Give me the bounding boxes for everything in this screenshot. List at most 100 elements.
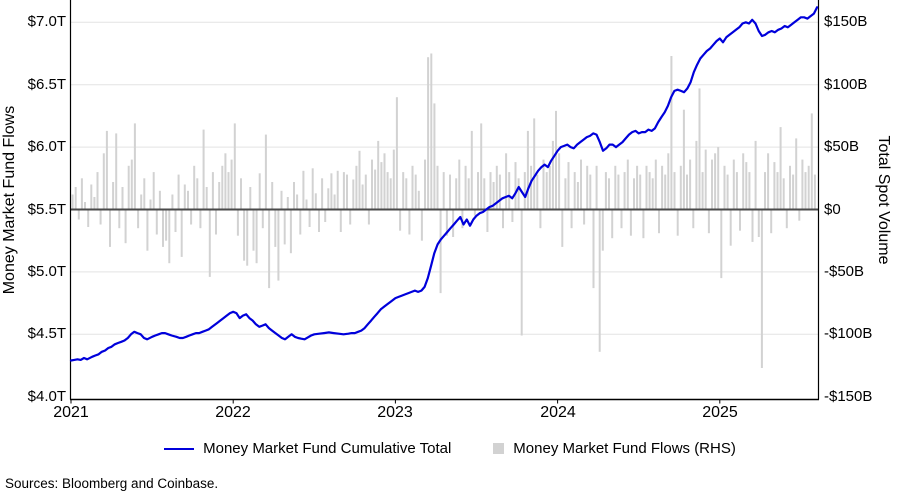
flow-bar (611, 209, 614, 239)
right-axis-tick-label: $0 (824, 201, 841, 218)
legend-item-cumulative-total: Money Market Fund Cumulative Total (164, 440, 451, 457)
flow-bar (118, 209, 121, 229)
flow-bar (639, 174, 642, 210)
flow-bar (795, 138, 798, 210)
flow-bar (302, 170, 305, 210)
flow-bar (364, 174, 367, 210)
flow-bar (227, 172, 230, 210)
flow-bar (604, 172, 607, 210)
flow-bar (539, 209, 542, 229)
flow-bar (218, 182, 221, 210)
flow-bar (455, 178, 458, 210)
flow-bar (243, 209, 246, 261)
flow-bar (408, 209, 411, 235)
right-axis-tick-label: -$50B (824, 263, 865, 280)
flow-bar (268, 209, 271, 289)
flow-bar (427, 57, 430, 210)
flow-bar (729, 209, 732, 246)
flow-bar (180, 209, 183, 257)
right-axis-tick-label: -$150B (824, 388, 873, 405)
flow-bar (608, 178, 610, 210)
flow-bar (576, 182, 579, 210)
flow-bar (324, 209, 327, 222)
flow-bar (102, 153, 105, 210)
flow-bar (673, 172, 676, 210)
flow-bar (651, 178, 654, 210)
flow-bar (411, 165, 414, 210)
flow-bar (127, 165, 130, 210)
flow-bar (99, 209, 102, 225)
flow-bar (760, 209, 763, 368)
flow-bar (349, 209, 352, 225)
flow-bar (190, 209, 193, 225)
flow-bar (642, 209, 645, 239)
flow-bar (93, 197, 96, 210)
flow-bar (536, 174, 539, 210)
flow-bar (264, 134, 267, 210)
flow-bar (208, 209, 211, 277)
flow-bar (137, 209, 140, 229)
flow-bar (405, 178, 408, 210)
flow-bar (801, 159, 804, 210)
flow-bar (798, 209, 801, 221)
flow-bar (155, 209, 158, 235)
flow-bar (133, 123, 136, 210)
flow-bar (314, 193, 317, 210)
sources-note: Sources: Bloomberg and Coinbase. (5, 476, 219, 491)
flow-bar (458, 159, 461, 210)
flow-bar (112, 182, 115, 210)
flow-bar (240, 178, 242, 210)
flow-bar (236, 209, 239, 236)
flow-bar (770, 209, 773, 234)
flow-bar (87, 209, 90, 227)
flow-bar (617, 174, 620, 210)
flow-bar (342, 172, 345, 210)
flow-bar (293, 182, 295, 210)
flow-bar (495, 165, 498, 210)
flow-bar (732, 159, 735, 210)
legend-label-flows: Money Market Fund Flows (RHS) (513, 440, 736, 457)
flow-bar (274, 209, 277, 247)
flow-bar (548, 165, 551, 210)
flow-bar (115, 133, 118, 210)
flow-bar (558, 153, 561, 210)
flow-bar (249, 187, 252, 210)
flow-bar (620, 209, 623, 229)
flow-bar (215, 209, 217, 235)
flow-bar (171, 194, 174, 210)
right-axis-tick-label: $100B (824, 76, 868, 93)
flow-bar (414, 174, 417, 210)
flow-bar (735, 172, 738, 210)
flow-bar (149, 199, 152, 210)
flow-bar (511, 209, 514, 222)
left-axis-title: Money Market Fund Flows (1, 105, 18, 295)
flow-bar (233, 123, 236, 210)
left-axis-tick-label: $6.5T (27, 76, 66, 93)
flow-bar (648, 172, 651, 210)
flow-bar (308, 209, 311, 227)
flow-bar (592, 209, 595, 289)
left-axis-tick-label: $6.0T (27, 138, 66, 155)
flow-bar (480, 123, 483, 210)
flow-bar (221, 165, 224, 210)
flow-bar (464, 165, 467, 210)
flow-bar (90, 184, 93, 210)
flow-bar (109, 209, 111, 247)
flow-bar (704, 149, 707, 210)
left-axis-tick-label: $4.5T (27, 325, 66, 342)
flow-bar (601, 209, 604, 251)
flow-bar (296, 194, 299, 210)
flow-bar (689, 159, 692, 210)
flow-bar (433, 103, 436, 210)
flow-bar (199, 209, 202, 229)
right-axis-tick-label: -$100B (824, 325, 873, 342)
flow-bar (389, 178, 392, 210)
flow-bar (71, 194, 74, 210)
flow-bar (330, 173, 333, 210)
flow-bar (636, 165, 639, 210)
flow-bar (165, 209, 168, 241)
flow-bar (514, 162, 517, 210)
legend-item-flows: Money Market Fund Flows (RHS) (493, 440, 736, 457)
